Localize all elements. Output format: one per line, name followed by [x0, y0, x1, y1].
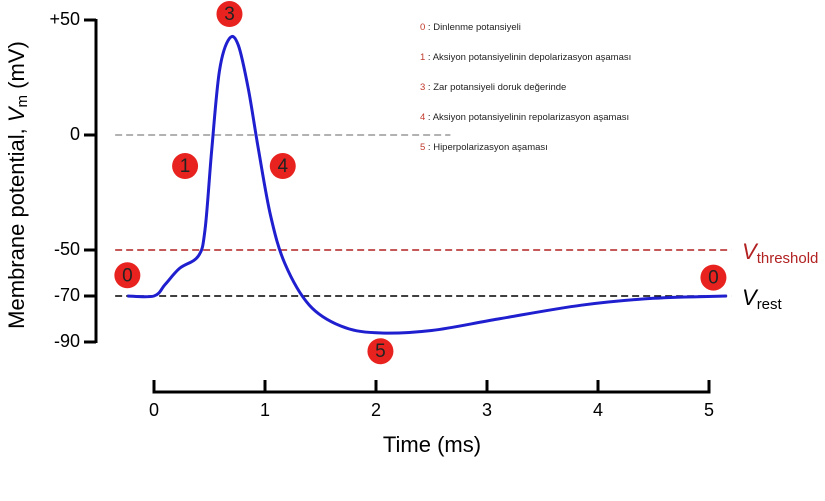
phase-marker [269, 153, 296, 180]
line-series [127, 35, 727, 335]
label-part: threshold [757, 250, 819, 267]
label-part: : Zar potansiyeli doruk değerinde [425, 82, 566, 93]
label-part: m [14, 95, 31, 108]
label-part: 0 [420, 22, 425, 33]
phase-marker [172, 153, 199, 180]
label-part: : Dinlenme potansiyeli [425, 22, 521, 33]
y-tick-label: 0 [70, 124, 80, 144]
phase-marker-label: 0 [708, 268, 719, 289]
label-part: 5 [420, 142, 425, 153]
label-part: 4 [420, 112, 425, 123]
legend-item: 1 : Aksiyon potansiyelinin depolarizasyo… [420, 52, 631, 63]
phase-marker-label: 0 [122, 265, 133, 286]
phase-marker-label: 3 [224, 4, 235, 25]
phase-marker-label: 1 [180, 156, 191, 177]
x-tick-label: 0 [149, 400, 159, 420]
label-part: : Hiperpolarizasyon aşaması [425, 142, 548, 153]
phase-marker-label: 5 [375, 341, 386, 362]
label-part: (mV) [4, 41, 29, 95]
label-part: Membrane potential, [4, 122, 29, 329]
phase-marker [367, 338, 394, 365]
legend-item: 5 : Hiperpolarizasyon aşaması [420, 142, 548, 153]
reference-label: Vthreshold [742, 239, 818, 267]
x-tick-label: 4 [593, 400, 603, 420]
label-part: 1 [420, 52, 425, 63]
phase-marker-label: 4 [277, 156, 288, 177]
x-tick-label: 5 [704, 400, 714, 420]
label-part: 3 [420, 82, 425, 93]
legend-item: 3 : Zar potansiyeli doruk değerinde [420, 82, 566, 93]
x-tick-label: 2 [371, 400, 381, 420]
legend-item: 4 : Aksiyon potansiyelinin repolarizasyo… [420, 112, 629, 123]
reference-label: Vrest [742, 285, 783, 313]
phase-marker [114, 262, 141, 289]
y-tick-label: -90 [54, 331, 80, 351]
y-axis-label: Membrane potential, Vm (mV) [4, 41, 31, 329]
label-part: : Aksiyon potansiyelinin depolarizasyon … [425, 52, 631, 63]
y-tick-label: -50 [54, 239, 80, 259]
label-part: : Aksiyon potansiyelinin repolarizasyon … [425, 112, 629, 123]
x-axis-label: Time (ms) [383, 432, 481, 457]
label-part: rest [757, 296, 783, 313]
label-part: V [4, 105, 29, 122]
label-part: V [742, 285, 759, 310]
legend-item: 0 : Dinlenme potansiyeli [420, 22, 521, 33]
phase-marker [216, 1, 243, 28]
label-part: V [742, 239, 759, 264]
y-tick-label: -70 [54, 285, 80, 305]
x-tick-label: 3 [482, 400, 492, 420]
phase-marker [700, 264, 727, 291]
y-tick-label: +50 [49, 9, 80, 29]
x-tick-label: 1 [260, 400, 270, 420]
